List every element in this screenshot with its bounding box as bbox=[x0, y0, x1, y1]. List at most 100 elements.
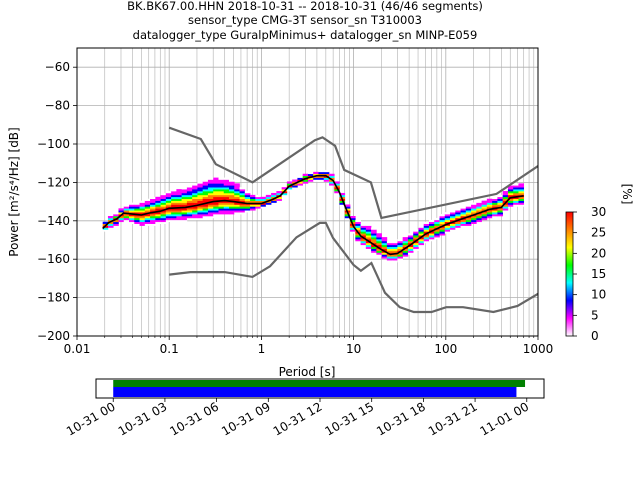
pdf-cell bbox=[213, 214, 219, 217]
pdf-cell bbox=[481, 216, 488, 219]
pdf-cell bbox=[129, 217, 135, 221]
pdf-cell bbox=[313, 171, 319, 175]
pdf-cell bbox=[355, 233, 361, 236]
pdf-cell bbox=[328, 181, 335, 184]
pdf-cell bbox=[355, 235, 361, 238]
pdf-cell bbox=[186, 204, 193, 207]
pdf-cell bbox=[513, 204, 519, 207]
pdf-cell bbox=[323, 173, 330, 176]
colorbar-tick-label: 0 bbox=[591, 329, 599, 343]
pdf-cell bbox=[502, 208, 509, 211]
pdf-cell bbox=[223, 206, 230, 209]
pdf-cell bbox=[207, 194, 214, 198]
pdf-cell bbox=[413, 235, 419, 238]
pdf-cell bbox=[134, 210, 140, 213]
pdf-cell bbox=[213, 189, 219, 192]
pdf-cell bbox=[197, 183, 203, 186]
pdf-cell bbox=[202, 198, 209, 201]
pdf-cell bbox=[497, 198, 503, 201]
pdf-cell bbox=[202, 214, 209, 217]
pdf-cell bbox=[229, 191, 235, 194]
pdf-cell bbox=[155, 208, 161, 211]
pdf-cell bbox=[150, 204, 156, 207]
pdf-cell bbox=[229, 202, 235, 205]
pdf-cell bbox=[428, 219, 435, 223]
x-tick-label: 1000 bbox=[523, 342, 554, 356]
mean-psd-line bbox=[102, 174, 524, 256]
pdf-cell bbox=[381, 244, 388, 248]
pdf-cell bbox=[450, 223, 456, 226]
pdf-cell bbox=[323, 171, 330, 175]
pdf-cell bbox=[213, 208, 219, 211]
pdf-cell bbox=[365, 248, 372, 251]
pdf-cell bbox=[486, 206, 493, 209]
pdf-cell bbox=[181, 189, 188, 192]
pdf-cell bbox=[186, 212, 193, 215]
pdf-cell bbox=[129, 210, 135, 213]
pdf-cell bbox=[392, 250, 398, 253]
coverage-tick-label: 10-31 12 bbox=[271, 399, 325, 438]
pdf-cell bbox=[502, 206, 509, 209]
pdf-cell bbox=[207, 208, 214, 211]
pdf-cell bbox=[307, 171, 314, 175]
pdf-cell bbox=[313, 173, 319, 176]
pdf-cell bbox=[260, 200, 267, 203]
pdf-cell bbox=[434, 221, 440, 224]
pdf-cell bbox=[355, 221, 361, 224]
pdf-cell bbox=[418, 237, 425, 240]
pdf-cell bbox=[229, 179, 235, 182]
pdf-cell bbox=[150, 196, 156, 200]
pdf-cell bbox=[513, 196, 519, 200]
pdf-cell bbox=[434, 231, 440, 234]
pdf-cell bbox=[450, 216, 456, 219]
pdf-cell bbox=[213, 192, 219, 196]
pdf-cell bbox=[229, 181, 235, 184]
coverage-bars bbox=[113, 380, 526, 397]
pdf-cell bbox=[413, 233, 419, 236]
pdf-cell bbox=[129, 214, 135, 217]
pdf-cell bbox=[165, 202, 172, 205]
pdf-cell bbox=[176, 192, 182, 196]
pdf-cell bbox=[239, 200, 246, 203]
pdf-cell bbox=[197, 181, 203, 184]
pdf-cell bbox=[292, 181, 298, 184]
pdf-cell bbox=[192, 198, 198, 201]
pdf-cell bbox=[492, 216, 498, 219]
pdf-cell bbox=[381, 246, 388, 249]
pdf-cell bbox=[371, 240, 377, 244]
pdf-cell bbox=[181, 191, 188, 194]
pdf-cell bbox=[465, 204, 472, 207]
pdf-cell bbox=[176, 216, 182, 219]
pdf-cell bbox=[465, 206, 472, 209]
pdf-cell bbox=[171, 216, 177, 219]
pdf-cell bbox=[492, 200, 498, 203]
pdf-cell bbox=[218, 198, 225, 201]
pdf-cell bbox=[328, 173, 335, 176]
pdf-cell bbox=[476, 210, 482, 213]
pdf-cell bbox=[176, 212, 182, 215]
pdf-cell bbox=[118, 216, 125, 219]
pdf-cell bbox=[497, 202, 503, 205]
pdf-cell bbox=[113, 212, 119, 215]
pdf-cell bbox=[360, 227, 367, 230]
y-tick-label: −120 bbox=[37, 175, 70, 189]
chart-title: BK.BK67.00.HHN 2018-10-31 -- 2018-10-31 … bbox=[127, 0, 483, 42]
pdf-cell bbox=[518, 192, 525, 196]
pdf-cell bbox=[344, 217, 351, 221]
pdf-cell bbox=[502, 194, 509, 198]
pdf-cell bbox=[371, 235, 377, 238]
pdf-cell bbox=[229, 204, 235, 207]
pdf-cell bbox=[218, 185, 225, 188]
pdf-cell bbox=[118, 217, 125, 221]
coverage-tick-label: 10-31 18 bbox=[374, 399, 428, 438]
pdf-cell bbox=[402, 242, 409, 246]
pdf-cell bbox=[129, 202, 135, 205]
pdf-cell bbox=[213, 185, 219, 188]
pdf-cell bbox=[450, 217, 456, 221]
pdf-cell bbox=[418, 233, 425, 236]
pdf-cell bbox=[518, 200, 525, 203]
pdf-cell bbox=[302, 175, 309, 178]
pdf-cell bbox=[328, 183, 335, 186]
